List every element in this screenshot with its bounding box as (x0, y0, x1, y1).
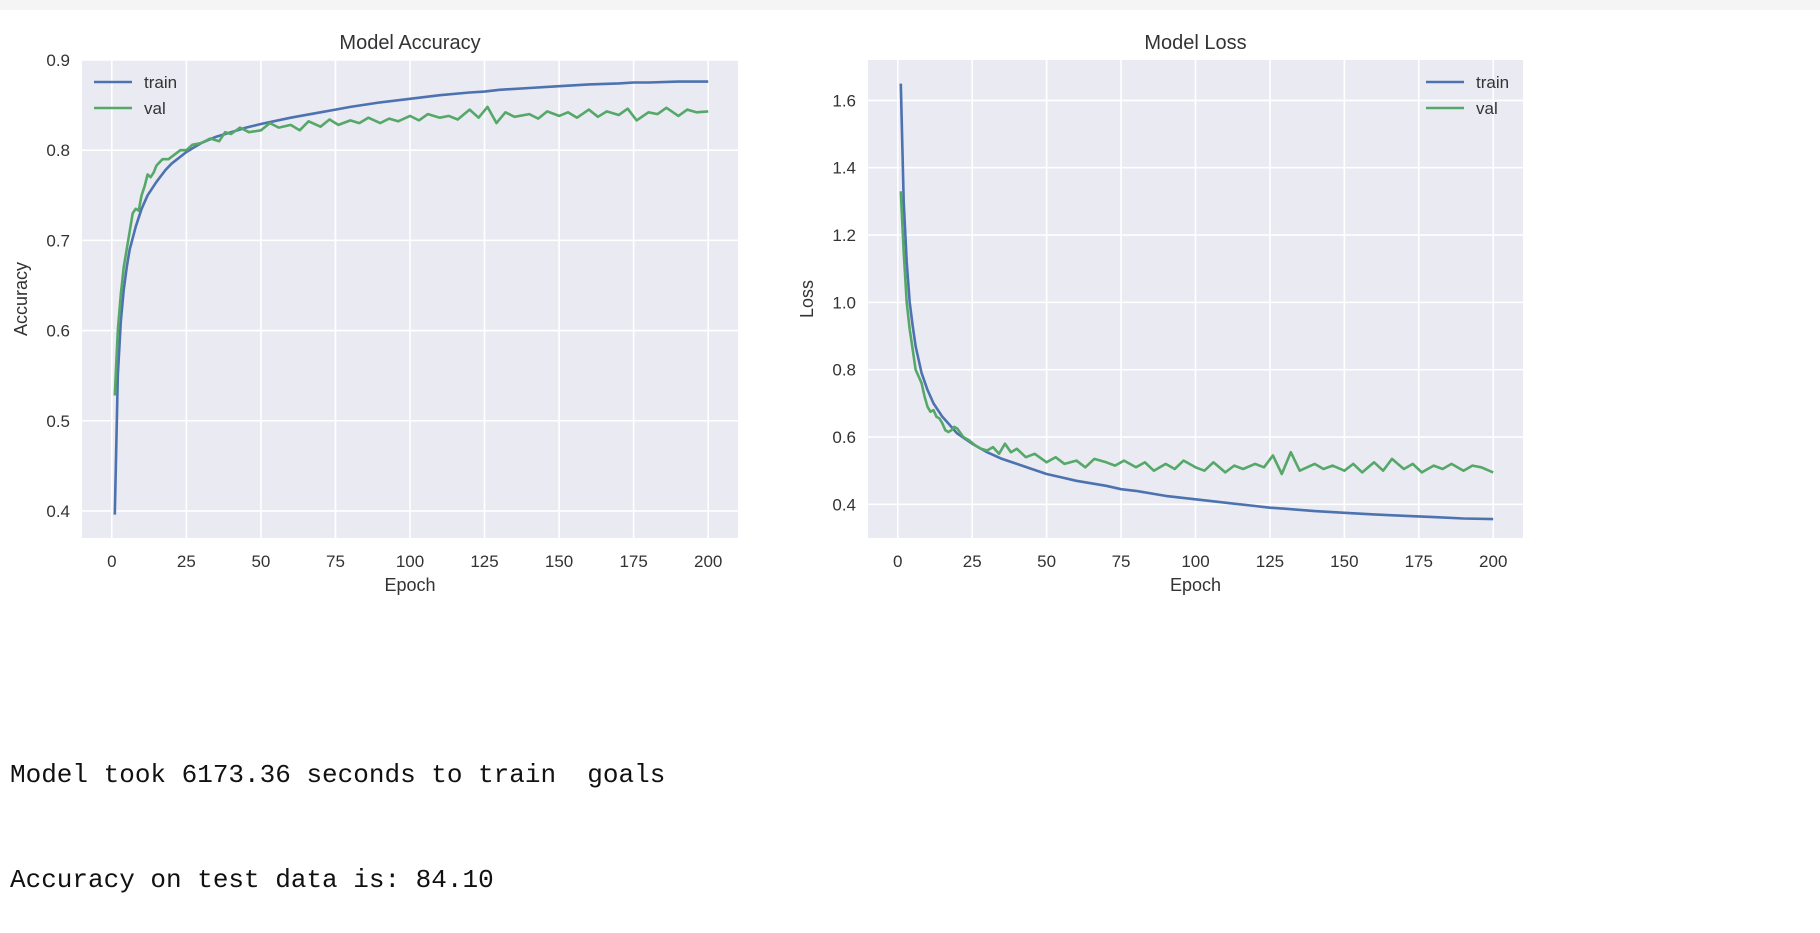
y-tick-label: 1.4 (832, 159, 856, 178)
x-tick-label: 150 (545, 552, 573, 571)
x-tick-label: 100 (1181, 552, 1209, 571)
y-tick-label: 0.9 (46, 51, 70, 70)
x-tick-label: 125 (1256, 552, 1284, 571)
series-line-val (113, 105, 709, 396)
series-line-train (113, 80, 709, 515)
y-tick-label: 0.4 (832, 495, 856, 514)
y-tick-label: 0.4 (46, 502, 70, 521)
series-line-train (899, 83, 1494, 521)
x-axis-label: Epoch (384, 575, 435, 595)
x-tick-label: 25 (963, 552, 982, 571)
x-tick-label: 150 (1330, 552, 1358, 571)
y-tick-label: 0.7 (46, 231, 70, 250)
y-tick-label: 0.8 (46, 141, 70, 160)
chart-title: Model Loss (1144, 32, 1246, 54)
x-tick-label: 100 (396, 552, 424, 571)
chart-1: 0 25 50 75 100 125 150 175 200 0.4 0.5 0.6 0.7 0.8 0.9… (11, 32, 738, 595)
x-tick-label: 125 (470, 552, 498, 571)
training-charts: 0 25 50 75 100 125 150 175 200 0.4 0.5 0.6 0.7 0.8 0.9… (11, 32, 1523, 595)
y-tick-label: 1.0 (832, 293, 856, 312)
y-tick-label: 1.2 (832, 226, 856, 245)
y-axis-label: Loss (797, 280, 817, 318)
legend-label-train: train (144, 73, 177, 92)
x-tick-label: 175 (619, 552, 647, 571)
x-tick-label: 50 (251, 552, 270, 571)
x-tick-label: 200 (694, 552, 722, 571)
legend-label-val: val (1476, 99, 1498, 118)
y-tick-label: 0.6 (46, 322, 70, 341)
y-tick-label: 1.6 (832, 91, 856, 110)
x-axis-label: Epoch (1170, 575, 1221, 595)
y-axis-label: Accuracy (11, 262, 31, 336)
y-tick-label: 0.6 (832, 428, 856, 447)
charts-area: 0 25 50 75 100 125 150 175 200 0.4 0.5 0.6 0.7 0.8 0.9… (0, 10, 1820, 690)
chart-title: Model Accuracy (339, 32, 480, 54)
x-tick-label: 0 (893, 552, 902, 571)
x-tick-label: 200 (1479, 552, 1507, 571)
y-tick-label: 0.8 (832, 361, 856, 380)
top-bar (0, 0, 1820, 10)
series-line-val (899, 191, 1494, 476)
x-tick-label: 75 (326, 552, 345, 571)
x-tick-label: 175 (1405, 552, 1433, 571)
cell-output: Model took 6173.36 seconds to train goal… (10, 688, 665, 933)
legend-label-train: train (1476, 73, 1509, 92)
x-tick-label: 0 (107, 552, 116, 571)
output-line-test-accuracy: Accuracy on test data is: 84.10 (10, 865, 494, 895)
legend-label-val: val (144, 99, 166, 118)
x-tick-label: 50 (1037, 552, 1056, 571)
chart-2: 0 25 50 75 100 125 150 175 200 0.4 0.6 0.8 1.0 1.2 1.4… (797, 32, 1523, 595)
y-tick-label: 0.5 (46, 412, 70, 431)
x-tick-label: 75 (1112, 552, 1131, 571)
x-tick-label: 25 (177, 552, 196, 571)
